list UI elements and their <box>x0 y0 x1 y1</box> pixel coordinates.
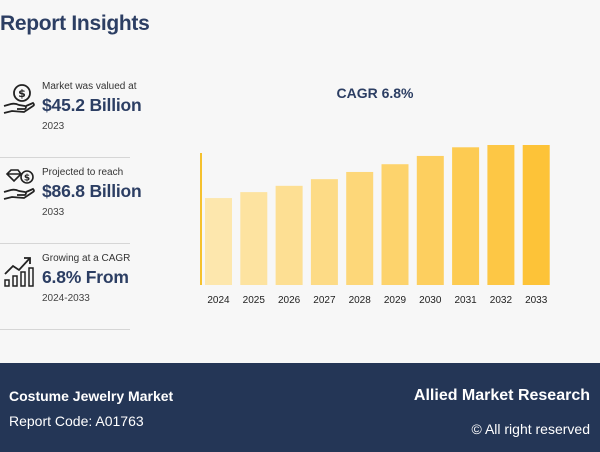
x-tick-label: 2030 <box>419 295 442 306</box>
bar-2032 <box>487 145 515 285</box>
stat-year: 2023 <box>42 121 65 132</box>
svg-text:$: $ <box>24 174 30 184</box>
footer-report-code: Report Code: A01763 <box>9 413 144 429</box>
x-tick-label: 2029 <box>384 295 407 306</box>
page-title: Report Insights <box>0 12 150 35</box>
bar-chart: 2024 2025 2026 2027 2028 2029 2030 2031 2032 2033 <box>200 145 550 306</box>
bar-2026 <box>275 185 303 285</box>
footer-rights: © All right reserved <box>471 421 590 437</box>
footer-bar: Costume Jewelry Market Report Code: A017… <box>0 363 600 452</box>
x-tick-label: 2028 <box>349 295 372 306</box>
stat-label: Projected to reach <box>42 167 124 178</box>
stat-value: $86.8 Billion <box>42 181 142 201</box>
stat-projected-value: $ Projected to reach $86.8 Billion 2033 <box>0 158 142 244</box>
bar-2024 <box>205 198 232 285</box>
x-tick-label: 2032 <box>490 295 513 306</box>
svg-text:$: $ <box>18 87 26 100</box>
bar-2031 <box>452 147 480 285</box>
x-tick-label: 2026 <box>278 295 301 306</box>
bar-2029 <box>381 164 409 285</box>
money-hand-icon: $ <box>3 84 35 114</box>
x-tick-label: 2025 <box>243 295 266 306</box>
stat-value: $45.2 Billion <box>42 95 142 115</box>
bar-2025 <box>240 192 268 285</box>
x-tick-label: 2033 <box>525 295 548 306</box>
footer-market-name: Costume Jewelry Market <box>9 388 174 404</box>
stat-label: Market was valued at <box>42 81 137 92</box>
bar-2027 <box>310 179 338 285</box>
stat-year: 2033 <box>42 207 65 218</box>
x-tick-label: 2027 <box>313 295 336 306</box>
diamond-hand-icon: $ <box>3 169 35 200</box>
stat-value: 6.8% From <box>42 267 129 287</box>
x-tick-label: 2031 <box>454 295 477 306</box>
x-tick-label: 2024 <box>207 295 230 306</box>
bar-2028 <box>346 171 374 285</box>
stat-year: 2024-2033 <box>42 293 90 304</box>
bar-2030 <box>416 155 444 285</box>
stat-market-value: $ Market was valued at $45.2 Billion 202… <box>0 72 142 158</box>
stat-cagr: Growing at a CAGR 6.8% From 2024-2033 <box>0 244 130 330</box>
growth-chart-icon <box>4 257 34 287</box>
stat-label: Growing at a CAGR <box>42 253 131 264</box>
bar-2033 <box>522 145 550 285</box>
chart-title: CAGR 6.8% <box>336 85 414 101</box>
footer-brand: Allied Market Research <box>413 387 590 404</box>
